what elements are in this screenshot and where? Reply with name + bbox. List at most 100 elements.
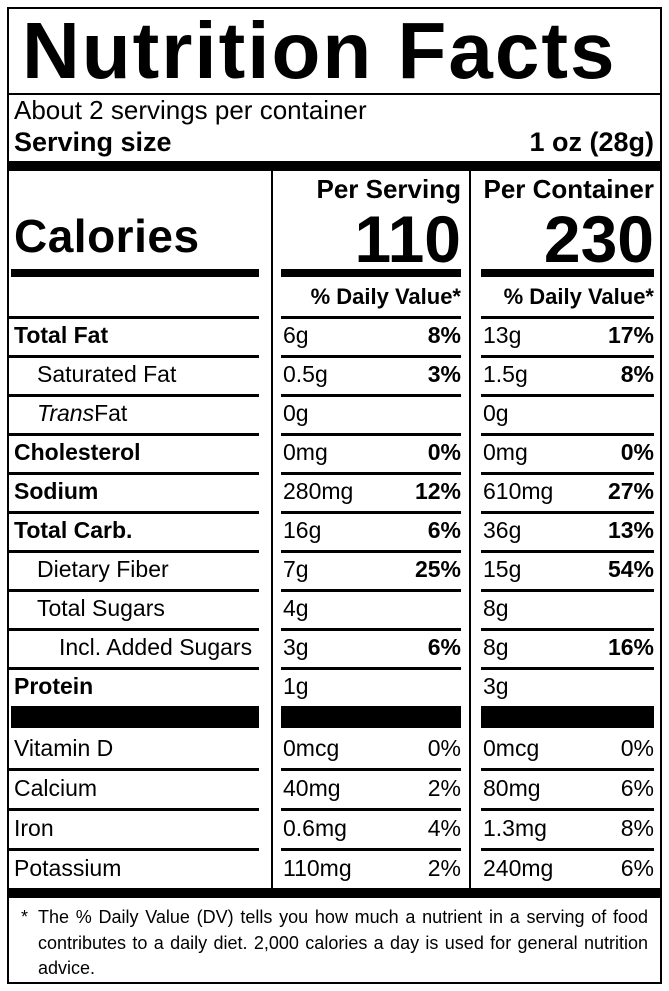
per-serving-dv: 2% — [427, 774, 461, 801]
per-serving-dv: 4% — [427, 814, 461, 841]
nutrient-name: Iron — [9, 808, 271, 848]
per-container-amount: 1.5g — [483, 361, 528, 388]
per-container-amount: 3g — [483, 673, 509, 700]
medium-bar — [481, 269, 654, 278]
calories-cell: Calories — [9, 171, 271, 269]
per-serving-amount: 0.6mg — [283, 814, 347, 841]
nutrient-name: Vitamin D — [14, 734, 114, 761]
per-container-dv: 16% — [607, 634, 654, 661]
calories-row: Calories Per Serving 110 Per Container 2… — [9, 171, 660, 276]
per-container-amount: 240mg — [483, 854, 554, 881]
daily-value-header-container: % Daily Value* — [503, 283, 654, 309]
per-container-dv: 27% — [607, 478, 654, 505]
per-container-amount: 15g — [483, 556, 522, 583]
nutrient-row-total-fat: Total Fat 6g 8% 13g 17% — [9, 316, 660, 355]
nutrient-row-sodium: Sodium 280mg 12% 610mg 27% — [9, 472, 660, 511]
per-container-amount: 36g — [483, 517, 522, 544]
daily-value-header-serving: % Daily Value* — [310, 283, 461, 309]
per-serving-dv: 0% — [427, 439, 461, 466]
footnote-asterisk: * — [21, 907, 29, 928]
per-container-dv: 6% — [620, 854, 654, 881]
nutrient-row-saturated-fat: Saturated Fat 0.5g 3% 1.5g 8% — [9, 355, 660, 394]
medium-divider-row — [9, 269, 660, 278]
per-serving-amount: 0mg — [283, 439, 328, 466]
column-divider-right — [469, 171, 471, 889]
per-container-dv: 8% — [620, 361, 654, 388]
serving-size-row: Serving size 1 oz (28g) — [9, 127, 660, 158]
per-container-dv: 13% — [607, 517, 654, 544]
per-container-amount: 13g — [483, 322, 522, 349]
per-serving-amount: 1g — [283, 673, 309, 700]
per-serving-dv: 0% — [427, 734, 461, 761]
page-title: Nutrition Facts — [9, 6, 660, 95]
nutrient-row-dietary-fiber: Dietary Fiber 7g 25% 15g 54% — [9, 550, 660, 589]
thick-divider-bar — [9, 161, 660, 172]
per-container-dv: 54% — [607, 556, 654, 583]
per-serving-amount: 0g — [283, 400, 309, 427]
per-serving-dv: 8% — [427, 322, 461, 349]
per-container-amount: 1.3mg — [483, 814, 547, 841]
nutrient-row-protein: Protein 1g 3g — [9, 667, 660, 706]
per-serving-amount: 4g — [283, 595, 309, 622]
daily-value-header-row: % Daily Value* % Daily Value* — [9, 277, 660, 316]
per-serving-dv: 6% — [427, 517, 461, 544]
footnote-text: The % Daily Value (DV) tells you how muc… — [38, 907, 648, 979]
per-container-header: Per Container — [483, 174, 655, 205]
nutrient-name: Cholesterol — [9, 433, 271, 472]
micronutrient-row-calcium: Calcium 40mg 2% 80mg 6% — [9, 768, 660, 808]
per-container-amount: 610mg — [483, 478, 554, 505]
per-serving-amount: 3g — [283, 634, 309, 661]
per-container-amount: 80mg — [483, 774, 541, 801]
nutrient-name: Dietary Fiber — [9, 550, 271, 589]
per-container-amount: 8g — [483, 595, 509, 622]
footnote: * The % Daily Value (DV) tells you how m… — [9, 898, 660, 982]
per-container-dv: 17% — [607, 322, 654, 349]
per-container-amount: 0g — [483, 400, 509, 427]
per-serving-amount: 0.5g — [283, 361, 328, 388]
nutrient-name: Trans Fat — [9, 394, 271, 433]
medium-bar — [281, 269, 461, 278]
bottom-thick-bar — [9, 888, 660, 899]
per-container-dv: 0% — [620, 734, 654, 761]
nutrient-name: Sodium — [9, 472, 271, 511]
column-divider-left — [271, 171, 273, 889]
nutrient-row-cholesterol: Cholesterol 0mg 0% 0mg 0% — [9, 433, 660, 472]
per-serving-dv: 25% — [414, 556, 461, 583]
nutrient-name: Total Fat — [9, 316, 271, 355]
per-container-amount: 8g — [483, 634, 509, 661]
nutrient-name: Calcium — [9, 768, 271, 808]
nutrient-row-added-sugars: Incl. Added Sugars 3g 6% 8g 16% — [9, 628, 660, 667]
nutrient-name: Incl. Added Sugars — [9, 628, 271, 667]
calories-label: Calories — [14, 210, 200, 263]
nutrient-row-trans-fat: Trans Fat 0g 0g — [9, 394, 660, 433]
per-serving-column-header: Per Serving 110 — [271, 171, 469, 276]
nutrient-row-total-carb: Total Carb. 16g 6% 36g 13% — [9, 511, 660, 550]
thick-bar — [481, 706, 654, 729]
per-container-dv: 6% — [620, 774, 654, 801]
per-serving-dv: 6% — [427, 634, 461, 661]
per-serving-amount: 110mg — [283, 854, 352, 881]
micronutrient-row-vitamin-d: Vitamin D 0mcg 0% 0mcg 0% — [9, 728, 660, 768]
per-serving-amount: 280mg — [283, 478, 354, 505]
per-container-amount: 0mcg — [483, 734, 540, 761]
per-serving-amount: 40mg — [283, 774, 341, 801]
nutrient-name: Total Sugars — [9, 589, 271, 628]
per-serving-amount: 6g — [283, 322, 309, 349]
per-container-column-header: Per Container 230 — [469, 171, 660, 271]
per-serving-amount: 16g — [283, 517, 322, 544]
per-container-dv: 0% — [620, 439, 654, 466]
per-serving-header: Per Serving — [316, 174, 461, 205]
nutrient-name: Protein — [9, 667, 271, 706]
thick-bar — [11, 706, 259, 729]
per-serving-dv: 2% — [427, 854, 461, 881]
medium-bar — [11, 269, 259, 278]
per-serving-dv: 12% — [414, 478, 461, 505]
thick-bar — [281, 706, 461, 729]
micronutrient-row-iron: Iron 0.6mg 4% 1.3mg 8% — [9, 808, 660, 848]
per-container-dv: 8% — [620, 814, 654, 841]
nutrient-name: Potassium — [9, 848, 271, 888]
micronutrient-row-potassium: Potassium 110mg 2% 240mg 6% — [9, 848, 660, 888]
serving-size-value: 1 oz (28g) — [529, 127, 654, 157]
calories-per-serving: 110 — [354, 201, 461, 276]
